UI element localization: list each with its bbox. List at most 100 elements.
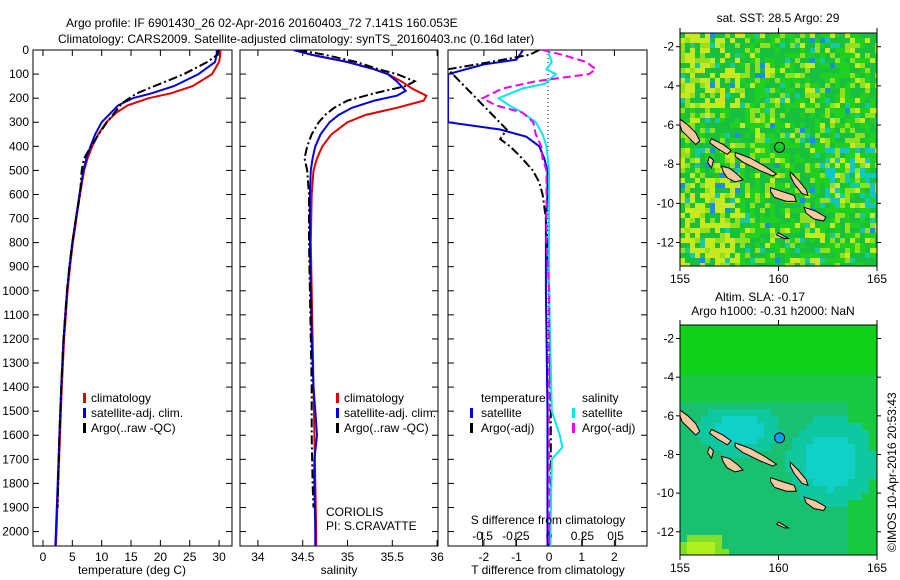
map-cell	[775, 103, 780, 108]
map-cell	[715, 73, 720, 78]
map-cell	[720, 58, 725, 63]
map-cell	[790, 223, 795, 228]
legend-title-salinity: salinity	[582, 391, 619, 405]
map-cell	[743, 332, 750, 339]
map-cell	[862, 479, 869, 486]
map-cell	[827, 416, 834, 423]
map-cell	[795, 143, 800, 148]
map-cell	[725, 133, 730, 138]
map-cell	[815, 253, 820, 258]
map-cell	[825, 113, 830, 118]
map-cell	[745, 83, 750, 88]
map-cell	[875, 33, 877, 38]
map-cell	[750, 243, 755, 248]
map-cell	[869, 542, 876, 549]
map-cell	[869, 430, 876, 437]
map-cell	[694, 465, 701, 472]
map-cell	[810, 128, 815, 133]
map-cell	[771, 430, 778, 437]
map-cell	[770, 58, 775, 63]
map-cell	[743, 472, 750, 479]
map-cell	[835, 218, 840, 223]
map-cell	[745, 248, 750, 253]
map-cell	[757, 367, 764, 374]
map-cell	[790, 208, 795, 213]
map-cell	[695, 198, 700, 203]
map-cell	[690, 123, 695, 128]
map-cell	[827, 346, 834, 353]
map-cell	[725, 108, 730, 113]
map-cell	[730, 153, 735, 158]
map-cell	[860, 143, 865, 148]
y-tick-label: 300	[9, 115, 29, 129]
map-cell	[710, 213, 715, 218]
map-cell	[695, 163, 700, 168]
map-cell	[834, 528, 841, 535]
map-cell	[715, 381, 722, 388]
map-cell	[795, 38, 800, 43]
map-cell	[795, 33, 800, 38]
map-cell	[729, 423, 736, 430]
map-cell	[870, 98, 875, 103]
map-cell	[835, 203, 840, 208]
map-cell	[869, 500, 876, 507]
map-cell	[715, 507, 722, 514]
map-cell	[810, 123, 815, 128]
map-cell	[745, 253, 750, 258]
map-cell	[740, 223, 745, 228]
map-cell	[805, 258, 810, 263]
map-cell	[830, 173, 835, 178]
map-cell	[800, 193, 805, 198]
map-cell	[835, 38, 840, 43]
map-cell	[680, 188, 685, 193]
map-cell	[680, 253, 685, 258]
map-cell	[810, 178, 815, 183]
map-cell	[690, 168, 695, 173]
map-cell	[730, 93, 735, 98]
map-cell	[799, 521, 806, 528]
map-cell	[805, 78, 810, 83]
map-cell	[757, 360, 764, 367]
map-cell	[875, 258, 877, 263]
map-cell	[695, 98, 700, 103]
map-cell	[775, 113, 780, 118]
map-cell	[745, 203, 750, 208]
map-cell	[720, 138, 725, 143]
map-cell	[785, 437, 792, 444]
map-cell	[687, 521, 694, 528]
map-cell	[810, 223, 815, 228]
map-cell	[785, 528, 792, 535]
map-cell	[760, 103, 765, 108]
map-cell	[705, 83, 710, 88]
map-cell	[740, 58, 745, 63]
map-cell	[860, 48, 865, 53]
map-cell	[745, 168, 750, 173]
map-cell	[735, 233, 740, 238]
map-cell	[771, 374, 778, 381]
map-cell	[870, 153, 875, 158]
map-cell	[710, 208, 715, 213]
sst-map-panel: sat. SST: 28.5 Argo: 29 155 160 165-2-4-6-…	[657, 11, 888, 286]
map-cell	[694, 472, 701, 479]
map-cell	[820, 228, 825, 233]
map-cell	[757, 521, 764, 528]
map-cell	[780, 168, 785, 173]
map-cell	[806, 332, 813, 339]
map-cell	[695, 53, 700, 58]
map-cell	[720, 68, 725, 73]
map-cell	[800, 223, 805, 228]
map-cell	[805, 53, 810, 58]
map-cell	[715, 416, 722, 423]
map-cell	[715, 48, 720, 53]
map-cell	[850, 38, 855, 43]
map-cell	[813, 402, 820, 409]
map-cell	[730, 33, 735, 38]
map-cell	[680, 178, 685, 183]
map-cell	[750, 228, 755, 233]
map-cell	[813, 367, 820, 374]
map-cell	[700, 48, 705, 53]
map-cell	[735, 138, 740, 143]
map-cell	[813, 528, 820, 535]
map-cell	[687, 528, 694, 535]
map-cell	[722, 374, 729, 381]
